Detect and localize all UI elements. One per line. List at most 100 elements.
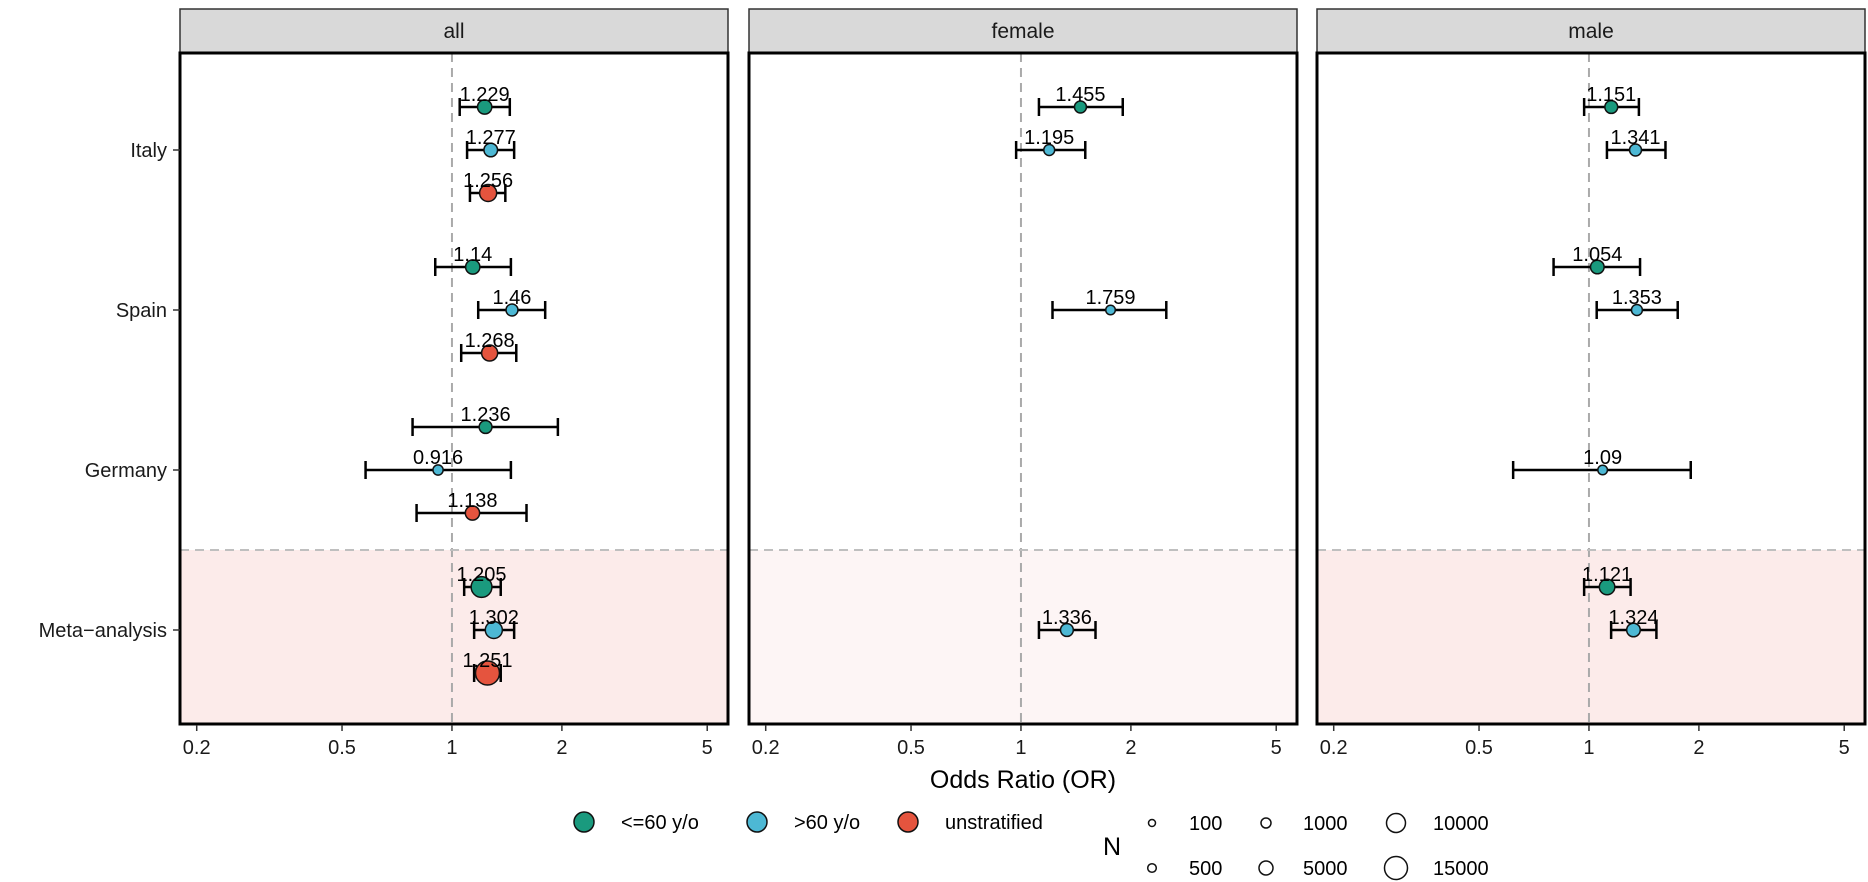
y-tick-label: Meta−analysis xyxy=(39,620,167,642)
x-tick-label: 0.5 xyxy=(1465,737,1493,759)
or-point xyxy=(464,259,481,275)
or-data-label: 1.251 xyxy=(462,650,512,672)
x-tick-label: 0.2 xyxy=(1320,737,1348,759)
x-tick-label: 5 xyxy=(1839,737,1850,759)
or-point-group: 1.205 xyxy=(457,564,507,599)
or-point-group: 1.138 xyxy=(415,490,528,522)
y-tick-label: Italy xyxy=(130,140,167,162)
meta-analysis-band xyxy=(180,550,728,724)
or-point-group: 1.455 xyxy=(1037,84,1125,116)
meta-analysis-band xyxy=(749,550,1297,724)
or-point xyxy=(474,660,501,686)
or-point xyxy=(1628,143,1643,157)
or-data-label: 1.277 xyxy=(466,127,516,149)
x-tick-label: 2 xyxy=(556,737,567,759)
or-data-label: 1.302 xyxy=(469,607,519,629)
or-point xyxy=(1073,100,1088,114)
legend-layer: <=60 y/o >60 y/o unstratified N 100 500 1000 50… xyxy=(573,811,1489,881)
legend-size-label: 5000 xyxy=(1303,858,1348,880)
or-point-group: 1.336 xyxy=(1037,607,1097,639)
or-point-group: 1.759 xyxy=(1051,287,1168,319)
panel-strip xyxy=(1316,8,1866,54)
panel-frame xyxy=(747,51,1299,726)
panel-strip-label: all xyxy=(443,20,464,43)
or-point xyxy=(505,303,519,317)
x-tick-label: 5 xyxy=(702,737,713,759)
or-point xyxy=(478,419,493,435)
or-point xyxy=(1598,578,1616,596)
or-point-group: 1.236 xyxy=(411,404,560,436)
legend-color-key xyxy=(746,811,768,833)
or-point-group: 1.195 xyxy=(1014,127,1087,159)
x-tick-label: 1 xyxy=(1583,737,1594,759)
or-point-group: 1.353 xyxy=(1595,287,1679,319)
x-tick-label: 1 xyxy=(1015,737,1026,759)
or-point xyxy=(1630,303,1644,317)
legend-color-key xyxy=(897,811,919,833)
or-data-label: 1.054 xyxy=(1572,244,1622,266)
x-tick-label: 2 xyxy=(1693,737,1704,759)
legend-color-key xyxy=(573,811,595,833)
legend-size-label: 500 xyxy=(1189,858,1222,880)
or-point-group: 1.054 xyxy=(1552,244,1642,276)
or-data-label: 1.229 xyxy=(460,84,510,106)
or-point-group: 1.46 xyxy=(476,287,547,319)
or-data-label: 1.256 xyxy=(463,170,513,192)
or-point xyxy=(478,183,498,203)
x-tick-label: 5 xyxy=(1271,737,1282,759)
legend-color-label: unstratified xyxy=(945,812,1043,834)
x-tick-label: 2 xyxy=(1125,737,1136,759)
or-point xyxy=(1597,464,1609,476)
legend-size-key xyxy=(1258,860,1274,876)
or-point xyxy=(480,344,499,362)
or-point xyxy=(432,464,444,476)
legend-size-key xyxy=(1147,818,1157,828)
or-point-group: 1.151 xyxy=(1582,84,1641,116)
panel-frame xyxy=(1315,51,1867,726)
or-data-label: 1.236 xyxy=(461,404,511,426)
or-point xyxy=(1589,259,1605,275)
legend-size-key xyxy=(1260,817,1272,829)
or-data-label: 1.14 xyxy=(453,244,492,266)
legend-color-label: <=60 y/o xyxy=(621,812,699,834)
or-data-label: 0.916 xyxy=(413,447,463,469)
x-tick-label: 0.2 xyxy=(752,737,780,759)
legend-size-label: 1000 xyxy=(1303,813,1348,835)
x-axis-title: Odds Ratio (OR) xyxy=(930,766,1116,794)
legend-size-label: 100 xyxy=(1189,813,1222,835)
reference-lines-layer xyxy=(180,53,1865,724)
or-point xyxy=(1059,622,1075,638)
y-tick-label: Spain xyxy=(116,300,167,322)
or-point-group: 1.229 xyxy=(458,84,512,116)
y-tick-label: Germany xyxy=(85,460,167,482)
or-point-group: 1.341 xyxy=(1605,127,1667,159)
panel-strip-label: male xyxy=(1568,20,1614,43)
or-data-label: 1.195 xyxy=(1024,127,1074,149)
or-point xyxy=(1625,622,1642,638)
panel-strip-label: female xyxy=(991,20,1054,43)
x-tick-label: 0.5 xyxy=(897,737,925,759)
or-point-group: 1.14 xyxy=(434,244,513,276)
legend-size-title: N xyxy=(1103,833,1121,861)
x-tick-label: 0.2 xyxy=(183,737,211,759)
or-data-label: 1.336 xyxy=(1042,607,1092,629)
or-data-label: 1.151 xyxy=(1586,84,1636,106)
legend-color-label: >60 y/o xyxy=(794,812,860,834)
legend-size-label: 10000 xyxy=(1433,813,1489,835)
or-point-group: 1.09 xyxy=(1511,447,1693,479)
axes-layer: 0.2 0.5 1 2 5 0.2 0.5 1 2 5 0.2 0.5 1 2 5 Italy Spain Ger… xyxy=(39,140,1850,759)
or-point-group: 1.302 xyxy=(469,607,519,640)
or-point xyxy=(484,620,504,640)
or-data-label: 1.341 xyxy=(1610,127,1660,149)
x-tick-label: 0.5 xyxy=(328,737,356,759)
or-data-label: 1.46 xyxy=(493,287,532,309)
panel-strip xyxy=(748,8,1298,54)
or-data-label: 1.09 xyxy=(1583,447,1622,469)
or-point-group: 0.916 xyxy=(364,447,513,479)
legend-size-label: 15000 xyxy=(1433,858,1489,880)
legend-size-key xyxy=(1385,812,1407,834)
or-data-label: 1.455 xyxy=(1055,84,1105,106)
x-tick-label: 1 xyxy=(446,737,457,759)
or-point xyxy=(470,575,493,599)
